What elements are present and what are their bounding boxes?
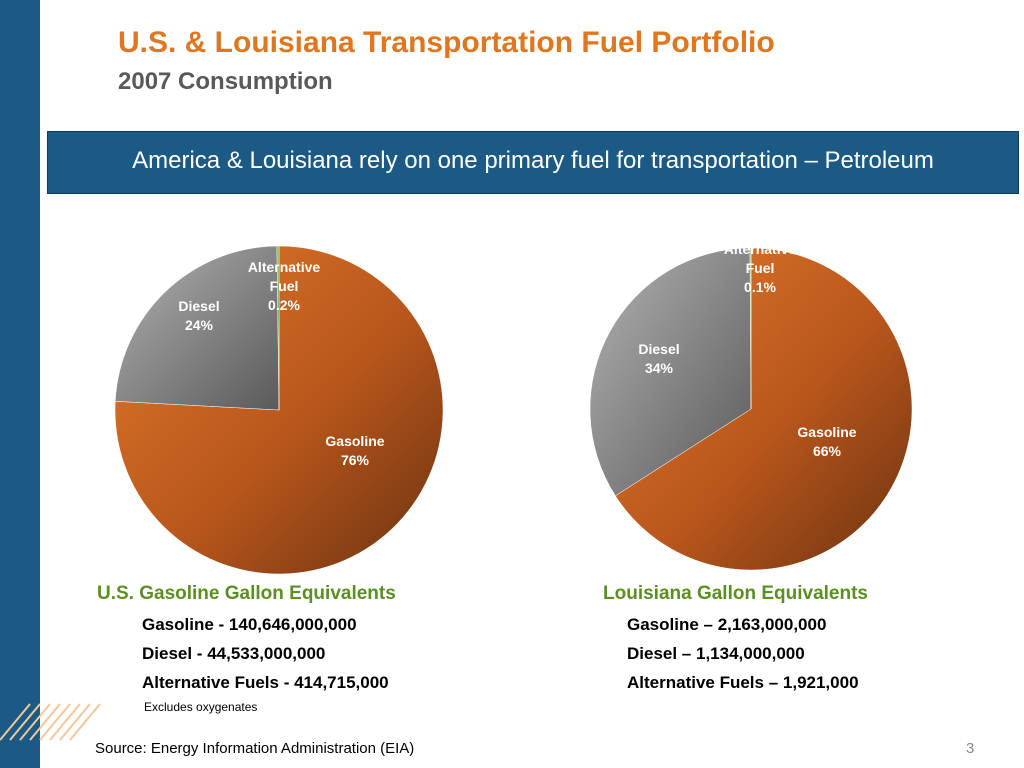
slide-title: U.S. & Louisiana Transportation Fuel Por… bbox=[118, 26, 775, 59]
us-slice-gasoline bbox=[114, 245, 444, 575]
la-stat-diesel: Diesel – 1,134,000,000 bbox=[627, 644, 805, 663]
la-slice-gasoline bbox=[615, 247, 913, 571]
slide-subtitle: 2007 Consumption bbox=[118, 68, 333, 95]
la-stats-title: Louisiana Gallon Equivalents bbox=[603, 583, 868, 604]
la-stat-alternative: Alternative Fuels – 1,921,000 bbox=[627, 673, 859, 692]
decorative-stripes bbox=[0, 703, 101, 741]
left-accent-bar bbox=[0, 0, 40, 768]
us-label-diesel: Diesel 24% bbox=[178, 298, 219, 333]
us-slice-diesel bbox=[114, 245, 280, 411]
page-number: 3 bbox=[966, 740, 975, 757]
headline-banner: America & Louisiana rely on one primary … bbox=[47, 131, 1019, 194]
la-label-diesel: Diesel 34% bbox=[638, 341, 679, 376]
us-label-gasoline: Gasoline 76% bbox=[325, 433, 384, 468]
us-slice-alternative-fuel bbox=[276, 245, 280, 411]
us-label-alternative-fuel: Alternative Fuel 0.2% bbox=[248, 259, 321, 313]
la-slice-diesel bbox=[589, 247, 752, 497]
oxygenates-note: Excludes oxygenates bbox=[144, 700, 258, 714]
us-stat-diesel: Diesel - 44,533,000,000 bbox=[142, 644, 326, 663]
la-slice-alternative-fuel bbox=[749, 247, 752, 410]
la-stat-gasoline: Gasoline – 2,163,000,000 bbox=[627, 615, 827, 634]
us-stat-alternative: Alternative Fuels - 414,715,000 bbox=[142, 673, 389, 692]
la-label-alternative-fuel: Alternative Fuel 0.1% bbox=[724, 241, 797, 295]
louisiana-pie-chart: Gasoline 66% Diesel 34% Alternative Fuel 0.1% bbox=[589, 241, 913, 571]
us-stat-gasoline: Gasoline - 140,646,000,000 bbox=[142, 615, 357, 634]
la-label-gasoline: Gasoline 66% bbox=[797, 424, 856, 459]
us-pie-chart: Gasoline 76% Diesel 24% Alternative Fuel 0.2% bbox=[114, 245, 444, 575]
us-stats-title: U.S. Gasoline Gallon Equivalents bbox=[97, 583, 396, 604]
source-citation: Source: Energy Information Administratio… bbox=[95, 740, 415, 757]
